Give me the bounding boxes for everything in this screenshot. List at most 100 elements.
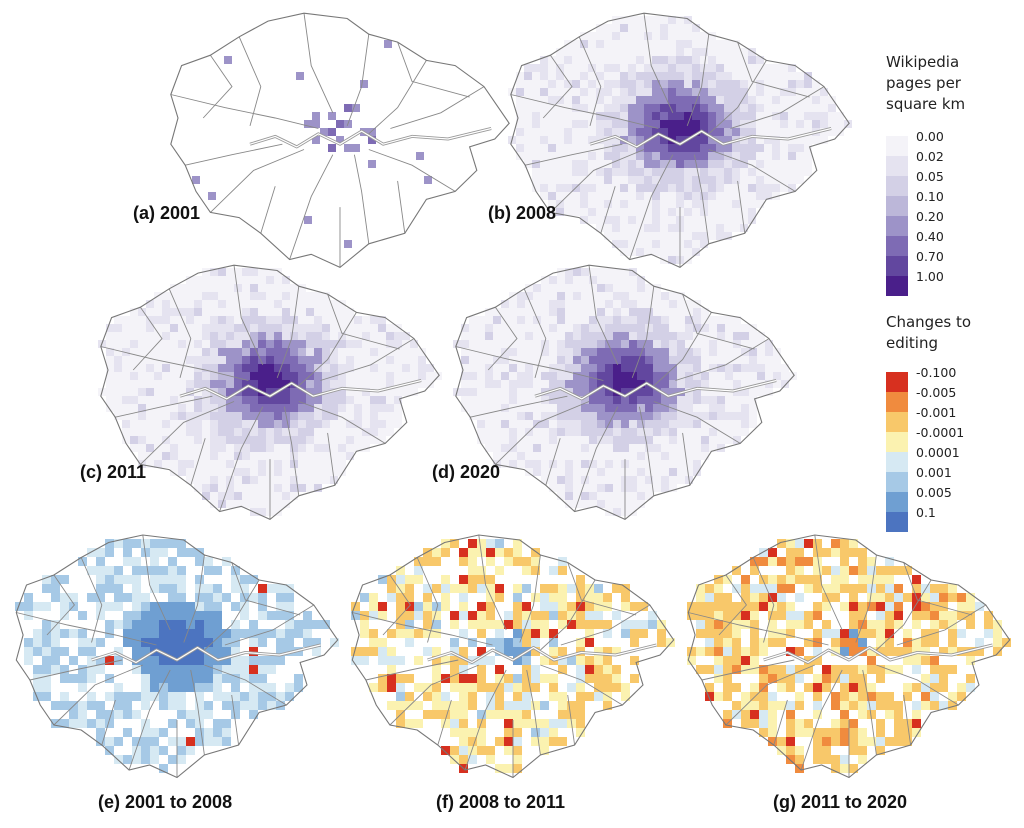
grid-cell <box>581 452 589 460</box>
borough-boundary <box>510 94 659 129</box>
grid-cell <box>604 32 612 40</box>
grid-cell <box>629 332 637 340</box>
grid-cell <box>330 324 338 332</box>
grid-cell <box>773 348 781 356</box>
grid-cell <box>362 388 370 396</box>
grid-cell <box>668 256 676 264</box>
grid-cell <box>170 380 178 388</box>
grid-cell <box>701 444 709 452</box>
borough-boundary <box>701 659 795 681</box>
grid-cell <box>186 348 194 356</box>
grid-cell <box>394 356 402 364</box>
grid-cell <box>346 396 354 404</box>
grid-cell <box>549 284 557 292</box>
grid-cell <box>423 584 432 593</box>
grid-cell <box>501 420 509 428</box>
grid-cell <box>716 136 724 144</box>
grid-cell <box>733 436 741 444</box>
grid-cell <box>338 316 346 324</box>
grid-cell <box>258 692 267 701</box>
grid-cell <box>804 665 813 674</box>
grid-cell <box>732 128 740 136</box>
grid-cell <box>741 647 750 656</box>
grid-cell <box>517 364 525 372</box>
grid-cell <box>645 308 653 316</box>
grid-cell <box>423 557 432 566</box>
grid-cell <box>154 380 162 388</box>
grid-cell <box>645 420 653 428</box>
grid-cell <box>461 388 469 396</box>
grid-cell <box>105 710 114 719</box>
grid-cell <box>346 324 354 332</box>
grid-cell <box>740 192 748 200</box>
grid-cell <box>548 136 556 144</box>
grid-cell <box>885 620 894 629</box>
grid-cell <box>576 638 585 647</box>
grid-cell <box>522 683 531 692</box>
grid-cell <box>513 548 522 557</box>
grid-cell <box>178 404 186 412</box>
grid-cell <box>594 665 603 674</box>
grid-cell <box>338 420 346 428</box>
grid-cell <box>282 284 290 292</box>
grid-cell <box>676 168 684 176</box>
grid-cell <box>564 136 572 144</box>
borough-boundary <box>260 186 276 234</box>
grid-cell <box>274 420 282 428</box>
grid-cell <box>885 629 894 638</box>
grid-cell <box>122 316 130 324</box>
grid-cell <box>146 332 154 340</box>
grid-cell <box>524 120 532 128</box>
grid-cell <box>612 160 620 168</box>
grid-cell <box>975 602 984 611</box>
grid-cell <box>700 104 708 112</box>
borough-boundary <box>903 694 912 746</box>
grid-cell <box>150 584 159 593</box>
grid-cell <box>322 420 330 428</box>
grid-cell <box>605 396 613 404</box>
grid-cell <box>495 539 504 548</box>
grid-cell <box>186 602 195 611</box>
grid-cell <box>177 746 186 755</box>
grid-cell <box>231 692 240 701</box>
grid-cell <box>282 308 290 316</box>
grid-cell <box>274 404 282 412</box>
grid-cell <box>51 638 60 647</box>
grid-cell <box>733 348 741 356</box>
grid-cell <box>637 476 645 484</box>
grid-cell <box>724 176 732 184</box>
grid-cell <box>509 332 517 340</box>
grid-cell <box>87 701 96 710</box>
grid-cell <box>441 719 450 728</box>
grid-cell <box>114 356 122 364</box>
grid-cell <box>123 701 132 710</box>
grid-cell <box>285 584 294 593</box>
grid-cell <box>565 476 573 484</box>
grid-cell <box>831 575 840 584</box>
grid-cell <box>234 268 242 276</box>
grid-cell <box>170 452 178 460</box>
grid-cell <box>314 428 322 436</box>
borough-boundary <box>653 401 741 444</box>
grid-cell <box>249 710 258 719</box>
grid-cell <box>580 168 588 176</box>
grid-cell <box>677 292 685 300</box>
grid-cell <box>636 24 644 32</box>
grid-cell <box>558 737 567 746</box>
grid-cell <box>33 638 42 647</box>
grid-cell <box>975 647 984 656</box>
grid-cell <box>709 348 717 356</box>
grid-cell <box>645 388 653 396</box>
change-legend-title-line: Changes to <box>886 313 972 331</box>
grid-cell <box>533 396 541 404</box>
grid-cell <box>234 308 242 316</box>
grid-cell <box>757 364 765 372</box>
grid-cell <box>930 611 939 620</box>
grid-cell <box>594 647 603 656</box>
grid-cell <box>565 380 573 388</box>
grid-cell <box>146 316 154 324</box>
grid-cell <box>477 683 486 692</box>
grid-cell <box>531 611 540 620</box>
grid-cell <box>106 396 114 404</box>
grid-cell <box>613 508 621 516</box>
